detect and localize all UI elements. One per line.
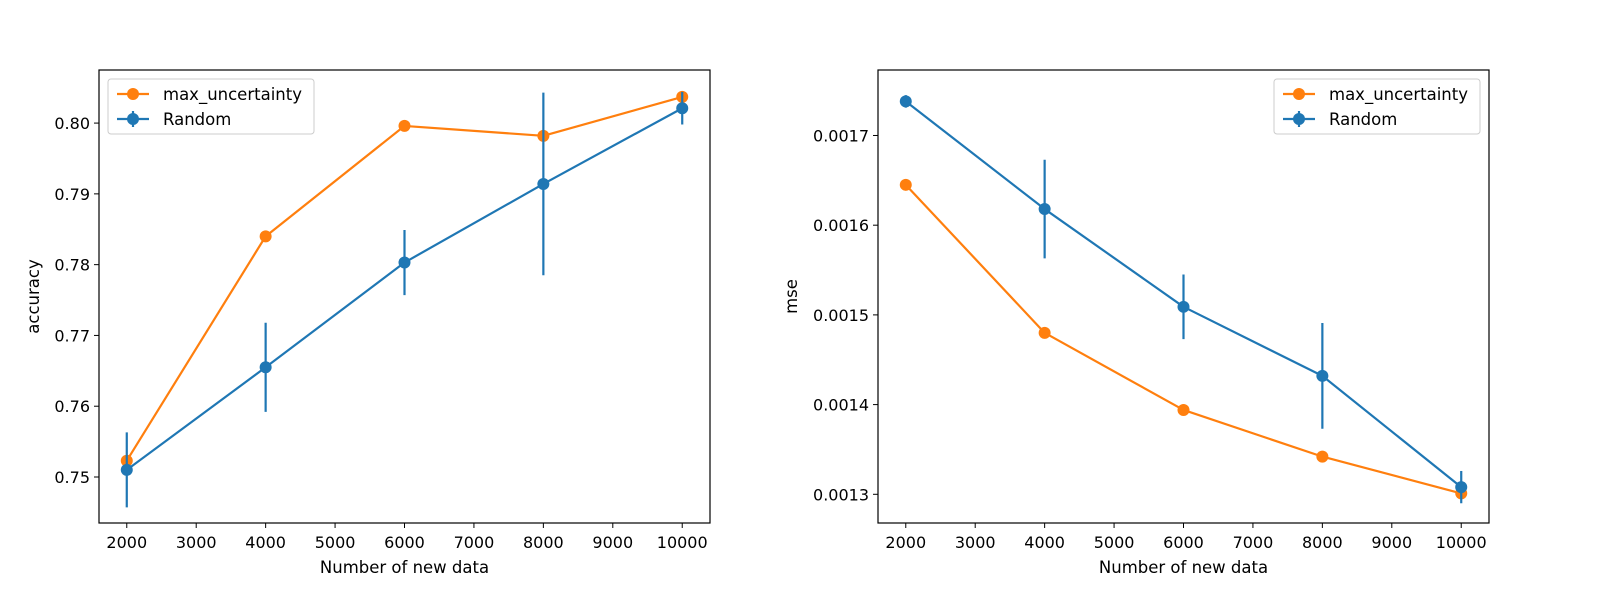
legend-marker (127, 113, 139, 125)
data-point (1177, 300, 1190, 313)
x-tick-label: 10000 (1436, 533, 1487, 552)
mse-chart: 2000 3000 4000 5000 6000 7000 8000 9000 10000 0.0… (782, 69, 1490, 577)
legend-box (107, 78, 315, 135)
legend: max_uncertainty Random (107, 78, 315, 135)
data-point (259, 361, 272, 374)
y-tick-label: 0.0016 (813, 216, 869, 235)
y-tick-label: 0.79 (54, 185, 90, 204)
x-tick-label: 6000 (1163, 533, 1204, 552)
x-axis-label: Number of new data (1099, 558, 1268, 577)
x-tick-label: 6000 (384, 533, 425, 552)
data-point (537, 177, 550, 190)
data-point (1316, 450, 1329, 463)
legend-item: Random (117, 110, 231, 129)
data-point (899, 178, 912, 191)
x-tick-label: 7000 (1233, 533, 1274, 552)
legend-item: max_uncertainty (117, 85, 302, 105)
data-point (1038, 326, 1051, 339)
legend-label: Random (1329, 110, 1397, 129)
y-axis-label: mse (782, 279, 801, 314)
y-tick-label: 0.75 (54, 468, 90, 487)
data-point (1177, 403, 1190, 416)
legend-label: Random (163, 110, 231, 129)
legend-box (1273, 78, 1481, 135)
x-tick-label: 9000 (592, 533, 633, 552)
x-tick-label: 10000 (657, 533, 708, 552)
data-point (398, 256, 411, 269)
x-tick-label: 9000 (1371, 533, 1412, 552)
series-random (899, 95, 1468, 504)
legend-label: max_uncertainty (1329, 85, 1468, 105)
y-tick-label: 0.77 (54, 326, 90, 345)
x-tick-label: 3000 (176, 533, 217, 552)
legend: max_uncertainty Random (1273, 78, 1481, 135)
data-point (1316, 369, 1329, 382)
y-tick-label: 0.76 (54, 397, 90, 416)
legend-label: max_uncertainty (163, 85, 302, 105)
plot-frame (877, 69, 1490, 524)
x-tick-label: 2000 (885, 533, 926, 552)
data-point (120, 463, 133, 476)
x-tick-label: 4000 (245, 533, 286, 552)
x-tick-label: 4000 (1024, 533, 1065, 552)
y-tick-label: 0.80 (54, 114, 90, 133)
data-point (398, 119, 411, 132)
data-point (259, 230, 272, 243)
y-tick-label: 0.0013 (813, 485, 869, 504)
legend-marker (1293, 113, 1305, 125)
legend-marker (1293, 88, 1305, 100)
data-point (676, 102, 689, 115)
accuracy-chart: 2000 3000 4000 5000 6000 7000 8000 9000 10000 0.7… (24, 69, 711, 577)
data-point (899, 95, 912, 108)
y-axis-label: accuracy (24, 259, 43, 334)
y-tick-label: 0.0017 (813, 126, 869, 145)
data-point (1038, 203, 1051, 216)
x-tick-label: 8000 (1302, 533, 1343, 552)
x-tick-label: 5000 (315, 533, 356, 552)
y-tick-label: 0.78 (54, 256, 90, 275)
x-tick-label: 7000 (454, 533, 495, 552)
y-tick-label: 0.0015 (813, 306, 869, 325)
legend-marker (127, 88, 139, 100)
legend-item: max_uncertainty (1283, 85, 1468, 105)
x-axis-label: Number of new data (320, 558, 489, 577)
legend-item: Random (1283, 110, 1397, 129)
x-tick-label: 2000 (106, 533, 147, 552)
x-tick-label: 8000 (523, 533, 564, 552)
data-point (1455, 481, 1468, 494)
x-tick-label: 5000 (1094, 533, 1135, 552)
plot-frame (98, 69, 711, 524)
y-tick-label: 0.0014 (813, 396, 869, 415)
series-random (120, 91, 689, 508)
x-tick-label: 3000 (955, 533, 996, 552)
